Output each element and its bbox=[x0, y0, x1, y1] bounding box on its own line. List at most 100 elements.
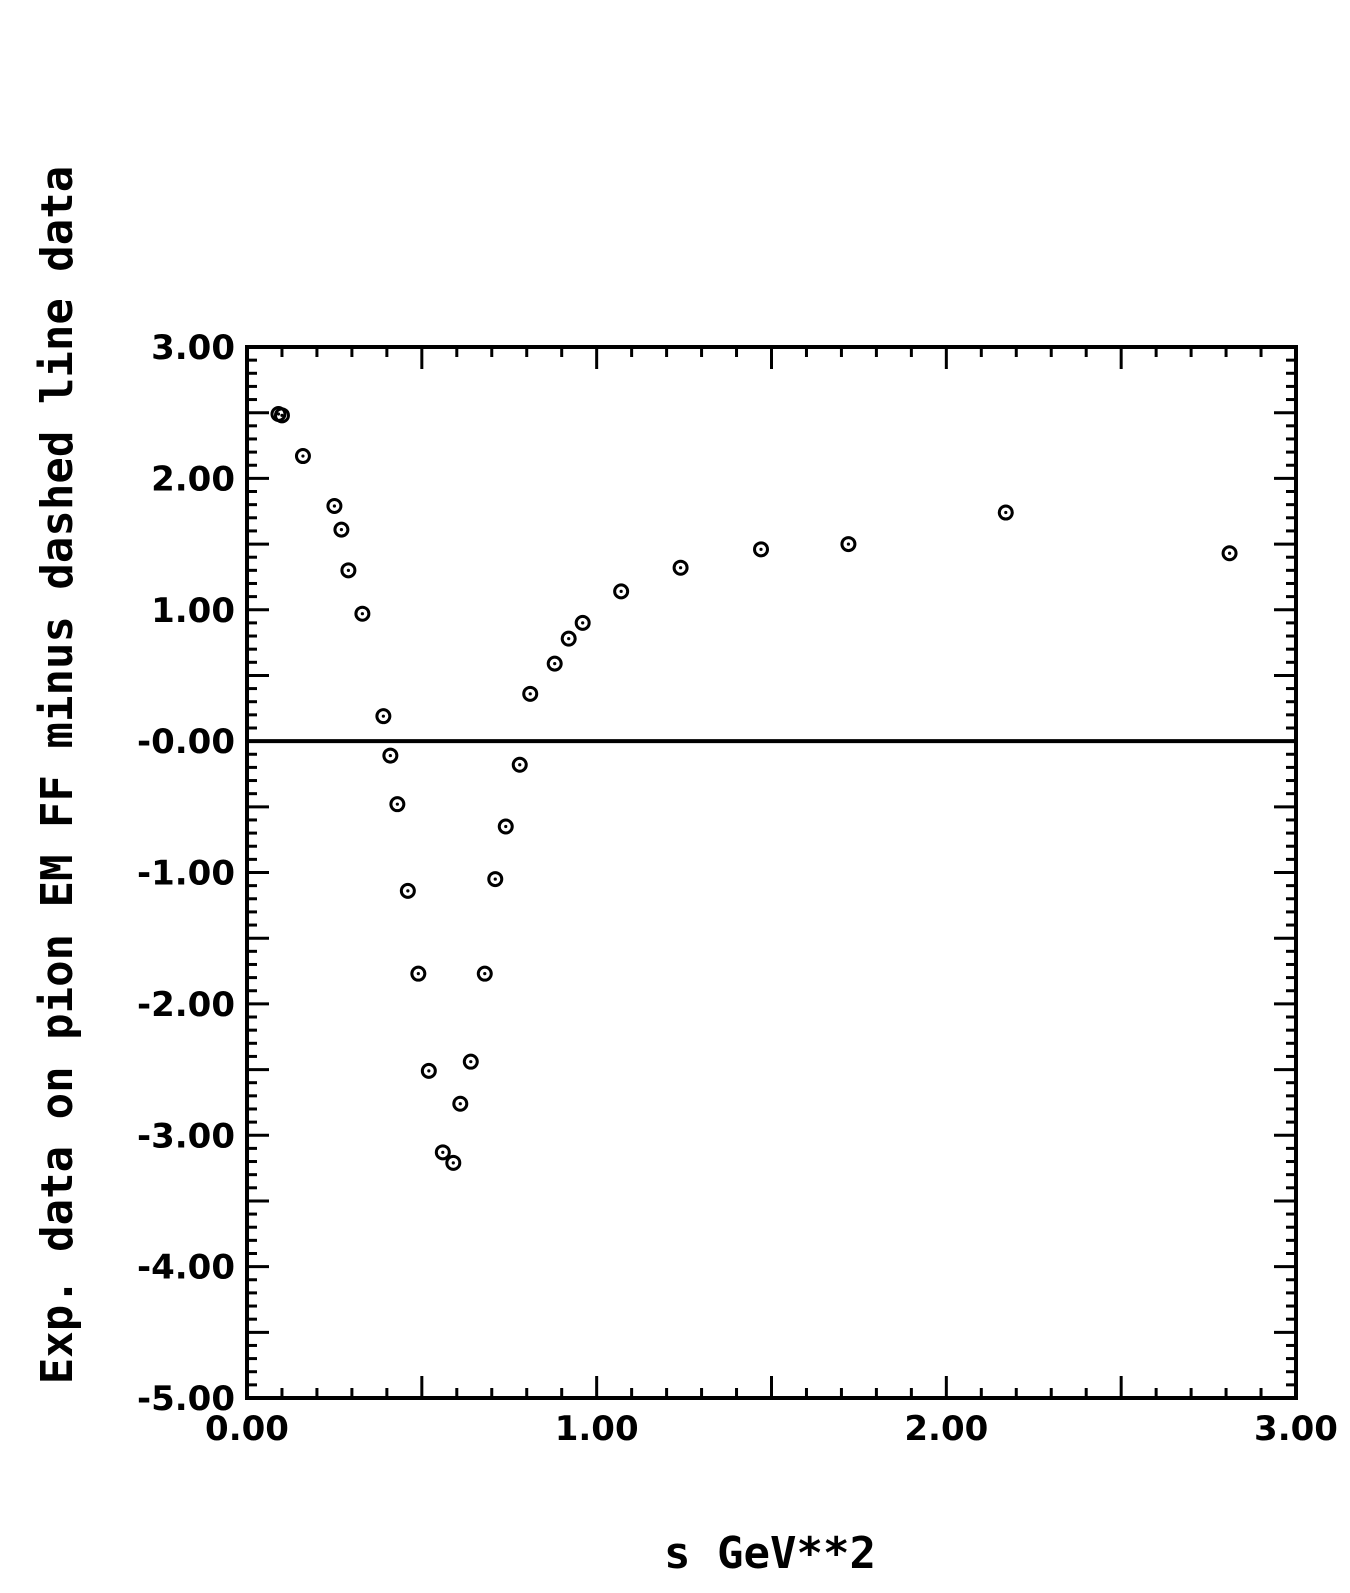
data-point-marker bbox=[997, 504, 1014, 521]
data-point bbox=[445, 1154, 462, 1171]
data-point-marker bbox=[333, 521, 350, 538]
data-point-center bbox=[406, 889, 410, 893]
data-point-center bbox=[427, 1069, 431, 1073]
axis-ticks bbox=[245, 345, 1298, 1400]
data-points bbox=[270, 406, 1238, 1171]
data-point-center bbox=[280, 413, 284, 417]
x-tick-label: 0.00 bbox=[205, 1409, 289, 1449]
data-point-marker bbox=[487, 871, 504, 888]
y-tick-labels: 3.00 2.00 1.00 -0.00 -1.00 -2.00 -3.00 -4.00 -5.… bbox=[137, 328, 235, 1419]
data-point-marker bbox=[294, 448, 311, 465]
data-point bbox=[462, 1053, 479, 1070]
data-point-marker bbox=[410, 965, 427, 982]
y-tick-label: -1.00 bbox=[137, 854, 235, 894]
data-point bbox=[487, 871, 504, 888]
data-point-center bbox=[441, 1150, 445, 1154]
plot-frame bbox=[245, 345, 1298, 1400]
data-point bbox=[546, 655, 563, 672]
x-tick-label: 3.00 bbox=[1254, 1409, 1338, 1449]
data-point-marker bbox=[382, 747, 399, 764]
data-point-center bbox=[528, 692, 532, 696]
data-point-marker bbox=[560, 630, 577, 647]
data-point-center bbox=[567, 637, 571, 641]
y-tick-label: -3.00 bbox=[137, 1116, 235, 1156]
data-point bbox=[452, 1095, 469, 1112]
data-point bbox=[753, 541, 770, 558]
y-tick-label: -4.00 bbox=[137, 1248, 235, 1288]
data-point-marker bbox=[452, 1095, 469, 1112]
data-point bbox=[522, 685, 539, 702]
data-point-center bbox=[678, 566, 683, 570]
data-point-center bbox=[846, 542, 851, 546]
data-point-center bbox=[381, 714, 385, 718]
x-axis-label: s GeV**2 bbox=[664, 1528, 876, 1579]
data-point-marker bbox=[1221, 545, 1238, 562]
data-point-marker bbox=[420, 1062, 437, 1079]
data-point-center bbox=[395, 802, 399, 806]
y-tick-label: 1.00 bbox=[151, 591, 235, 631]
data-point-center bbox=[458, 1102, 462, 1106]
data-point-center bbox=[469, 1060, 473, 1064]
data-point bbox=[613, 583, 630, 600]
data-point-center bbox=[360, 612, 364, 616]
data-point bbox=[375, 708, 392, 725]
data-point-center bbox=[759, 547, 763, 551]
data-point bbox=[333, 521, 350, 538]
data-point-marker bbox=[613, 583, 630, 600]
data-point-marker bbox=[354, 605, 371, 622]
data-point-center bbox=[346, 568, 351, 572]
data-point bbox=[389, 796, 406, 813]
data-point-marker bbox=[476, 965, 493, 982]
data-point bbox=[326, 497, 343, 514]
data-point-center bbox=[451, 1161, 455, 1165]
data-point-marker bbox=[511, 756, 528, 773]
y-axis-label: Exp. data on pion EM FF minus dashed lin… bbox=[32, 166, 83, 1385]
data-point bbox=[399, 882, 416, 899]
data-point bbox=[560, 630, 577, 647]
data-point bbox=[420, 1062, 437, 1079]
data-point bbox=[354, 605, 371, 622]
data-point-marker bbox=[375, 708, 392, 725]
data-point-center bbox=[301, 454, 305, 458]
data-point-center bbox=[581, 621, 585, 625]
data-point-center bbox=[518, 763, 522, 767]
data-point-marker bbox=[434, 1144, 451, 1161]
data-point-center bbox=[1004, 510, 1008, 515]
data-point bbox=[273, 407, 290, 424]
data-point-center bbox=[339, 528, 344, 532]
data-point-marker bbox=[840, 536, 857, 553]
data-point bbox=[574, 614, 591, 631]
data-point-marker bbox=[445, 1154, 462, 1171]
data-point bbox=[997, 504, 1014, 521]
data-point bbox=[511, 756, 528, 773]
data-point-marker bbox=[497, 818, 514, 835]
data-point-center bbox=[504, 824, 508, 829]
y-tick-label: 2.00 bbox=[151, 459, 235, 499]
data-point bbox=[840, 536, 857, 553]
data-point-center bbox=[553, 662, 557, 666]
data-point-marker bbox=[340, 562, 357, 579]
data-point-marker bbox=[753, 541, 770, 558]
data-point bbox=[410, 965, 427, 982]
data-point bbox=[497, 818, 514, 835]
x-tick-labels: 0.00 1.00 2.00 3.00 bbox=[205, 1409, 1338, 1449]
data-point-marker bbox=[574, 614, 591, 631]
y-tick-label: 3.00 bbox=[151, 328, 235, 368]
data-point bbox=[1221, 545, 1238, 562]
data-point-center bbox=[1227, 551, 1232, 555]
data-point bbox=[476, 965, 493, 982]
data-point-center bbox=[493, 877, 497, 881]
y-tick-label: -2.00 bbox=[137, 985, 235, 1025]
data-point-center bbox=[332, 504, 337, 508]
x-tick-label: 2.00 bbox=[904, 1409, 988, 1449]
data-point bbox=[434, 1144, 451, 1161]
data-point-marker bbox=[273, 407, 290, 424]
data-point bbox=[294, 448, 311, 465]
y-tick-label: -5.00 bbox=[137, 1379, 235, 1419]
data-point-marker bbox=[522, 685, 539, 702]
data-point-center bbox=[416, 972, 420, 976]
data-point bbox=[672, 559, 689, 576]
x-tick-label: 1.00 bbox=[555, 1409, 639, 1449]
data-point-marker bbox=[399, 882, 416, 899]
